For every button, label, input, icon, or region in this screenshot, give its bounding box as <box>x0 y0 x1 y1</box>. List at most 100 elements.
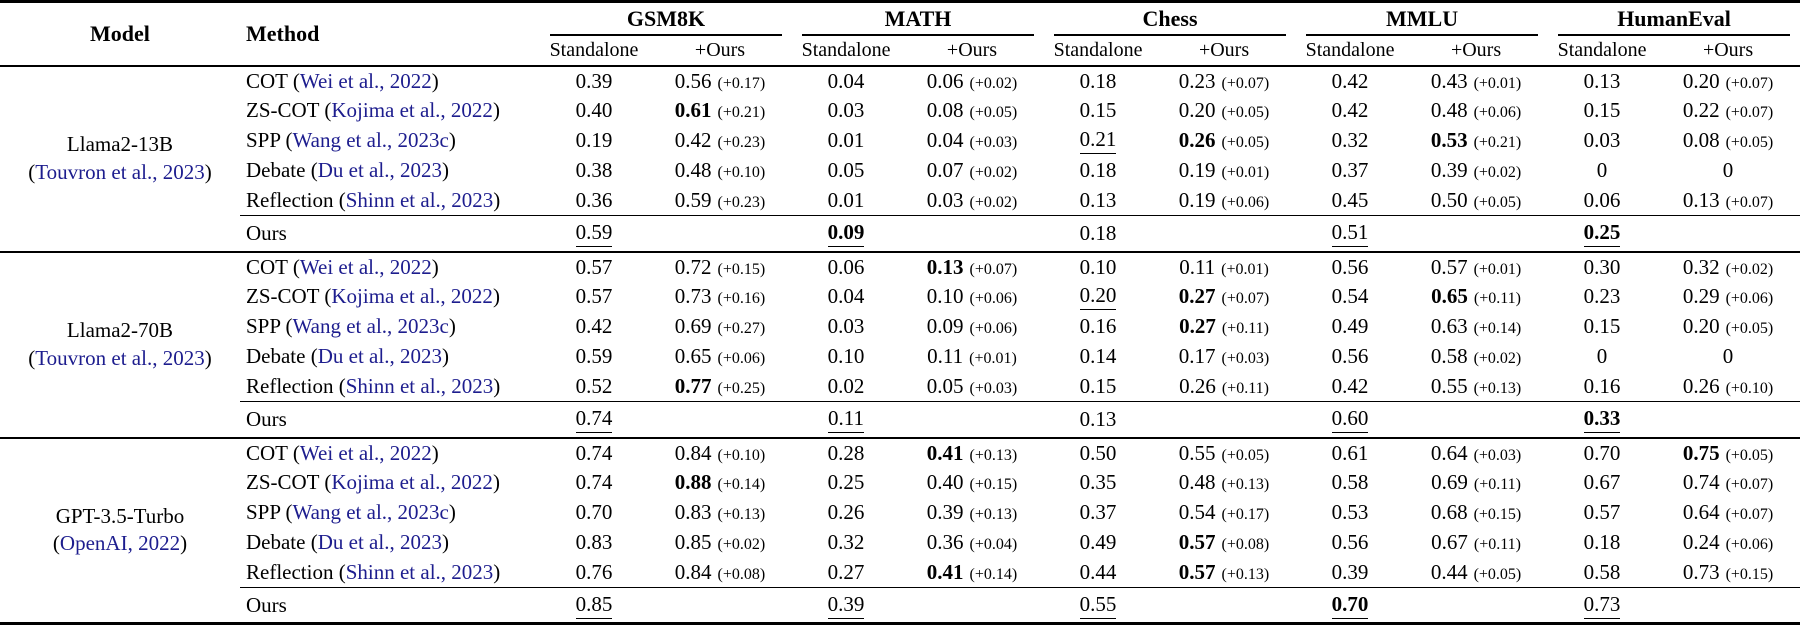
plus-ours-value-cell: 0.24 (+0.06) <box>1656 528 1800 558</box>
score-delta: (+0.02) <box>1473 164 1522 181</box>
score-delta: (+0.05) <box>969 104 1018 121</box>
score-delta: (+0.05) <box>1221 104 1270 121</box>
score-value: 0.52 <box>575 373 613 398</box>
score-delta: (+0.01) <box>1473 74 1522 92</box>
standalone-value-cell: 0.25 <box>792 468 900 498</box>
score-value: 0.07 <box>926 158 964 182</box>
plus-ours-value-cell: 0.39 (+0.02) <box>1404 156 1548 186</box>
score-value: 0.04 <box>827 284 865 308</box>
method-citation-link[interactable]: Du et al., 2023 <box>317 344 442 368</box>
method-citation-link[interactable]: Kojima et al., 2022 <box>331 284 493 308</box>
standalone-value-cell: 0.56 <box>1296 342 1404 372</box>
standalone-value-cell: 0.83 <box>540 528 648 558</box>
plus-ours-value-cell: 0 <box>1656 342 1800 372</box>
score-delta: (+0.17) <box>717 74 766 92</box>
score-value: 0.83 <box>575 530 613 554</box>
score-value: 0.35 <box>1079 470 1117 494</box>
score-delta: (+0.07) <box>1725 104 1774 121</box>
method-citation-link[interactable]: Wang et al., 2023c <box>292 500 449 524</box>
standalone-value-cell: 0.02 <box>792 372 900 402</box>
score-value: 0.26 <box>1682 373 1720 398</box>
ours-score: 0.18 <box>1079 220 1117 245</box>
plus-ours-value-cell: 0.57 (+0.01) <box>1404 252 1548 282</box>
model-citation-link[interactable]: Touvron et al., 2023 <box>35 345 205 370</box>
plus-ours-value-cell: 0.57 (+0.08) <box>1152 528 1296 558</box>
method-citation-link[interactable]: Wang et al., 2023c <box>292 128 449 152</box>
plus-ours-value-cell: 0.36 (+0.04) <box>900 528 1044 558</box>
score-delta: (+0.13) <box>969 446 1018 464</box>
score-value: 0.57 <box>1583 500 1621 524</box>
ours-row-label: Ours <box>240 401 540 439</box>
score-value: 0.70 <box>1583 440 1621 465</box>
score-value: 0.06 <box>827 254 865 279</box>
standalone-value-cell: 0.18 <box>1044 66 1152 96</box>
method-citation-link[interactable]: Wang et al., 2023c <box>292 314 449 338</box>
plus-ours-value-cell: 0.05 (+0.03) <box>900 372 1044 402</box>
score-value: 0.84 <box>674 559 712 584</box>
method-citation-link[interactable]: Du et al., 2023 <box>317 530 442 554</box>
standalone-value-cell: 0.44 <box>1044 558 1152 588</box>
empty-cell <box>900 401 1045 439</box>
plus-ours-value-cell: 0.04 (+0.03) <box>900 126 1044 156</box>
empty-cell <box>1656 587 1800 624</box>
standalone-value-cell: 0.10 <box>1044 252 1152 282</box>
score-value: 0.48 <box>1430 98 1468 122</box>
plus-ours-value-cell: 0.68 (+0.15) <box>1404 498 1548 528</box>
model-cell: GPT-3.5-Turbo (OpenAI, 2022) <box>0 438 240 624</box>
plus-ours-value-cell: 0.55 (+0.13) <box>1404 372 1548 402</box>
ours-score-cell: 0.55 <box>1044 587 1153 624</box>
plus-ours-value-cell: 0.72 (+0.15) <box>648 252 792 282</box>
ours-score-cell: 0.11 <box>792 401 901 439</box>
score-value: 0.11 <box>1179 254 1216 279</box>
method-citation-link[interactable]: Du et al., 2023 <box>317 158 442 182</box>
score-delta: (+0.01) <box>969 350 1017 367</box>
score-value: 0.42 <box>1331 373 1369 398</box>
method-citation-link[interactable]: Kojima et al., 2022 <box>331 470 493 494</box>
score-value: 0.77 <box>674 373 712 398</box>
model-citation-link[interactable]: Touvron et al., 2023 <box>35 159 205 184</box>
score-delta: (+0.21) <box>717 104 766 121</box>
ours-row: Ours 0.85 0.39 0.55 0.70 0.73 <box>0 587 1800 624</box>
score-value: 0.26 <box>827 500 865 524</box>
standalone-value-cell: 0.14 <box>1044 342 1152 372</box>
model-citation-link[interactable]: OpenAI, 2022 <box>59 531 181 556</box>
score-value: 0.18 <box>1079 158 1117 182</box>
score-delta: (+0.02) <box>1725 260 1774 278</box>
method-citation-link[interactable]: Shinn et al., 2023 <box>345 559 494 584</box>
score-delta: (+0.14) <box>717 476 766 493</box>
method-citation-link[interactable]: Shinn et al., 2023 <box>345 187 494 212</box>
standalone-value-cell: 0.56 <box>1296 528 1404 558</box>
method-citation-link[interactable]: Wei et al., 2022 <box>299 440 432 465</box>
method-cell: COT (Wei et al., 2022) <box>246 254 439 279</box>
score-delta: (+0.06) <box>1221 193 1270 211</box>
table-body: Llama2-13B (Touvron et al., 2023) COT (Wei… <box>0 65 1800 624</box>
method-citation-link[interactable]: Wei et al., 2022 <box>299 68 432 93</box>
standalone-value-cell: 0.59 <box>540 342 648 372</box>
score-value: 0.45 <box>1331 187 1369 212</box>
score-value: 0.49 <box>1331 314 1369 338</box>
plus-ours-value-cell: 0.84 (+0.08) <box>648 558 792 588</box>
plus-ours-value-cell: 0.55 (+0.05) <box>1152 438 1296 468</box>
score-value: 0.40 <box>575 98 613 122</box>
score-value: 0.23 <box>1178 68 1216 93</box>
score-value: 0.48 <box>674 158 712 182</box>
score-delta: (+0.23) <box>717 134 766 151</box>
benchmark-header-humaneval: HumanEval <box>1548 2 1800 36</box>
method-citation-link[interactable]: Kojima et al., 2022 <box>331 98 493 122</box>
standalone-value-cell: 0.05 <box>792 156 900 186</box>
method-cell: COT (Wei et al., 2022) <box>246 68 439 93</box>
method-citation-link[interactable]: Shinn et al., 2023 <box>345 373 494 398</box>
method-citation-link[interactable]: Wei et al., 2022 <box>299 254 432 279</box>
standalone-value-cell: 0.13 <box>1044 186 1152 216</box>
score-value: 0.56 <box>1331 530 1369 554</box>
subcolumn-header-row: Standalone +Ours Standalone +Ours Standa… <box>0 35 1800 67</box>
plus-ours-value-cell: 0.75 (+0.05) <box>1656 438 1800 468</box>
subheader-plus-ours: +Ours <box>1152 35 1297 67</box>
empty-cell <box>1404 587 1549 624</box>
score-delta: (+0.06) <box>1473 104 1522 121</box>
standalone-value-cell: 0.45 <box>1296 186 1404 216</box>
ours-score: 0.85 <box>575 592 613 619</box>
method-cell: Debate (Du et al., 2023) <box>246 530 449 554</box>
plus-ours-value-cell: 0.57 (+0.13) <box>1152 558 1296 588</box>
score-value: 0.06 <box>1583 187 1621 212</box>
